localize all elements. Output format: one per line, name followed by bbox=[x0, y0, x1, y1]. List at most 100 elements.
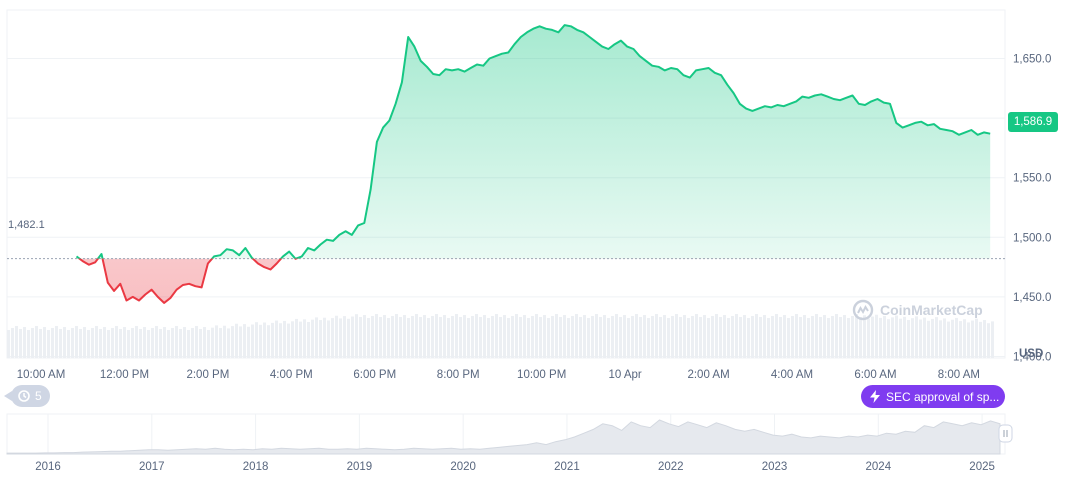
volume-bar bbox=[363, 315, 366, 358]
volume-bar bbox=[391, 316, 394, 358]
volume-bar bbox=[55, 326, 58, 358]
lightning-icon bbox=[870, 390, 880, 403]
event-badge[interactable]: SEC approval of sp... bbox=[861, 385, 1005, 408]
time-navigator[interactable]: 2016 2017 2018 2019 2020 2021 2022 2023 2024 2025 bbox=[6, 413, 1013, 473]
volume-bar bbox=[435, 314, 438, 358]
volume-bar bbox=[219, 328, 222, 358]
volume-bar bbox=[983, 320, 986, 358]
volume-bar bbox=[279, 323, 282, 358]
volume-bar bbox=[375, 314, 378, 358]
volume-bar bbox=[95, 326, 98, 358]
volume-bar bbox=[15, 326, 18, 358]
volume-bar bbox=[871, 316, 874, 358]
volume-bar bbox=[759, 317, 762, 358]
volume-bar bbox=[411, 316, 414, 358]
volume-bar bbox=[479, 317, 482, 358]
volume-bar bbox=[763, 315, 766, 358]
volume-bar bbox=[163, 327, 166, 358]
volume-bar bbox=[179, 329, 182, 358]
volume-bar bbox=[63, 327, 66, 358]
x-tick-label: 4:00 PM bbox=[270, 369, 313, 381]
volume-bar bbox=[607, 318, 610, 358]
x-tick-label: 6:00 AM bbox=[854, 369, 896, 381]
volume-bar bbox=[947, 321, 950, 358]
volume-bar bbox=[955, 317, 958, 358]
volume-bar bbox=[343, 316, 346, 358]
volume-bar bbox=[131, 328, 134, 358]
volume-bar bbox=[715, 314, 718, 358]
volume-bar bbox=[351, 316, 354, 358]
volume-bar bbox=[123, 327, 126, 358]
volume-bar bbox=[967, 322, 970, 358]
volume-bar bbox=[655, 314, 658, 358]
x-tick-label: 2:00 AM bbox=[687, 369, 729, 381]
volume-bar bbox=[511, 316, 514, 358]
volume-bar bbox=[291, 321, 294, 358]
volume-bar bbox=[99, 329, 102, 358]
volume-bar bbox=[243, 324, 246, 358]
volume-bar bbox=[551, 316, 554, 358]
volume-bar bbox=[667, 318, 670, 358]
volume-bar bbox=[659, 317, 662, 358]
volume-bar bbox=[575, 314, 578, 358]
volume-bar bbox=[631, 316, 634, 358]
volume-bar bbox=[787, 318, 790, 358]
volume-bar bbox=[719, 317, 722, 358]
history-badge[interactable]: 5 bbox=[4, 385, 50, 407]
volume-bar bbox=[827, 318, 830, 358]
volume-bar bbox=[735, 314, 738, 358]
volume-bar bbox=[403, 315, 406, 358]
volume-bar bbox=[555, 314, 558, 358]
volume-bar bbox=[203, 327, 206, 358]
volume-bar bbox=[367, 318, 370, 358]
volume-bar bbox=[891, 317, 894, 358]
volume-bar bbox=[67, 330, 70, 358]
volume-bar bbox=[331, 318, 334, 358]
volume-bar bbox=[399, 317, 402, 358]
y-tick-label: 1,500.0 bbox=[1013, 232, 1051, 244]
volume-bar bbox=[379, 317, 382, 358]
volume-bar bbox=[639, 317, 642, 358]
navigator-tick-label: 2018 bbox=[243, 461, 269, 473]
volume-bar bbox=[215, 325, 218, 358]
navigator-tick-label: 2024 bbox=[866, 461, 892, 473]
price-series bbox=[75, 24, 991, 304]
volume-bar bbox=[591, 316, 594, 358]
navigator-handle[interactable] bbox=[998, 424, 1013, 443]
volume-bar bbox=[459, 317, 462, 358]
volume-bar bbox=[231, 326, 234, 358]
volume-bar bbox=[359, 317, 362, 358]
volume-bar bbox=[11, 328, 14, 358]
volume-bar bbox=[951, 319, 954, 358]
volume-bar bbox=[895, 315, 898, 358]
volume-bar bbox=[743, 315, 746, 358]
volume-bar bbox=[707, 318, 710, 358]
volume-bar bbox=[755, 314, 758, 358]
area-above-baseline bbox=[76, 25, 991, 259]
volume-bar bbox=[963, 319, 966, 358]
volume-bar bbox=[91, 328, 94, 358]
volume-bar bbox=[807, 318, 810, 358]
history-icon bbox=[18, 390, 30, 402]
price-area bbox=[7, 25, 1005, 303]
volume-bar bbox=[467, 318, 470, 358]
volume-bar bbox=[567, 318, 570, 358]
watermark-text: CoinMarketCap bbox=[880, 302, 983, 318]
volume-bar bbox=[135, 326, 138, 358]
volume-bar bbox=[103, 327, 106, 358]
volume-bar bbox=[23, 327, 26, 358]
volume-bar bbox=[851, 316, 854, 358]
volume-bar bbox=[191, 328, 194, 358]
volume-bar bbox=[959, 321, 962, 358]
volume-bar bbox=[339, 318, 342, 358]
volume-bar bbox=[127, 330, 130, 358]
volume-bar bbox=[323, 317, 326, 358]
volume-bar bbox=[451, 316, 454, 358]
x-tick-label: 8:00 PM bbox=[437, 369, 480, 381]
volume-bar bbox=[727, 318, 730, 358]
volume-bars bbox=[7, 314, 994, 358]
volume-bar bbox=[703, 315, 706, 358]
volume-bar bbox=[27, 330, 30, 358]
volume-bar bbox=[175, 326, 178, 358]
